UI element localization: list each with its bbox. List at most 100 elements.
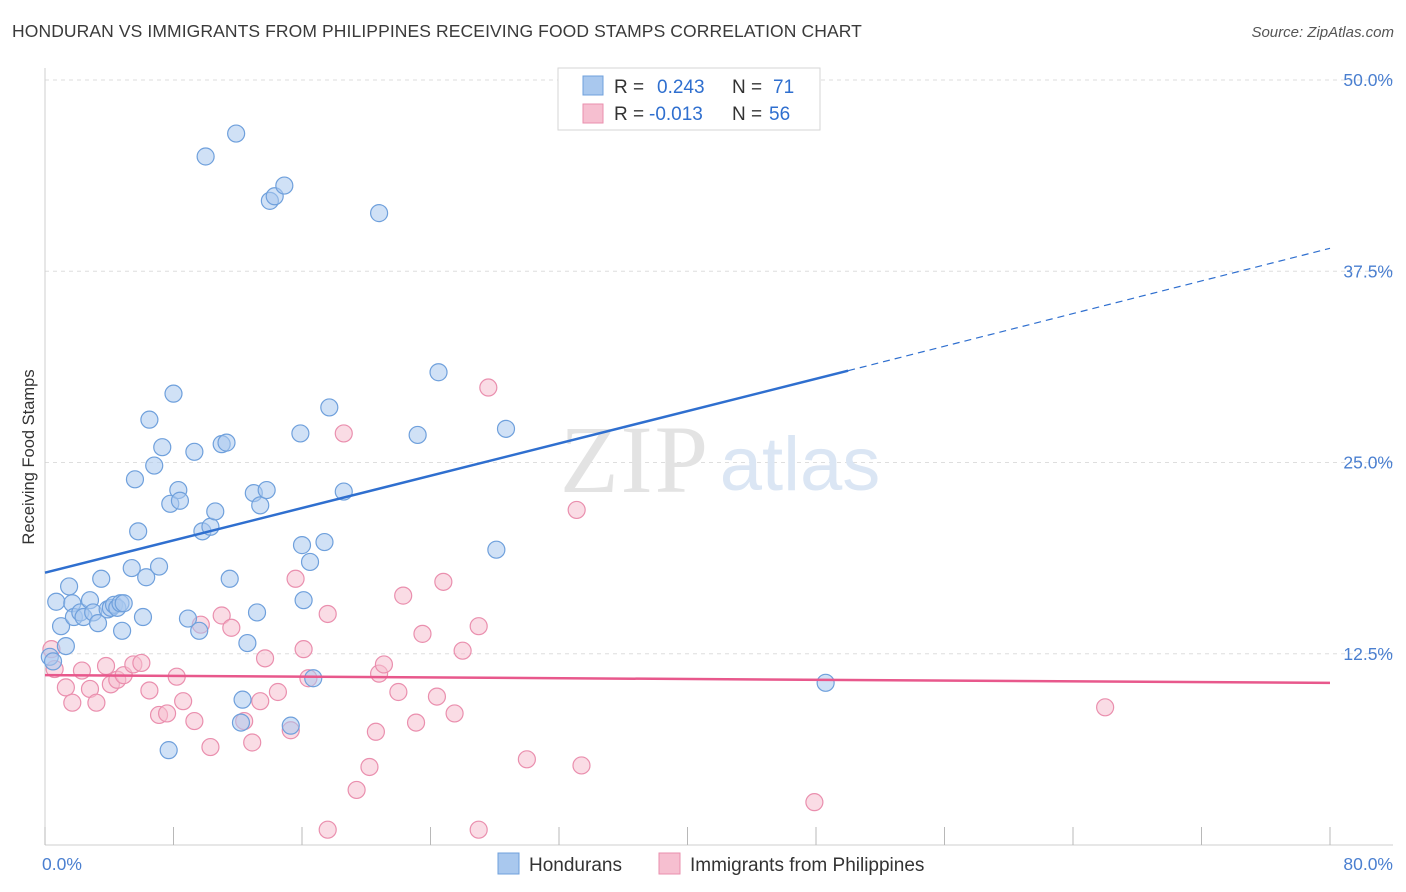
hondurans-point-45	[231, 713, 251, 732]
bottom-legend-label-philippines: Immigrants from Philippines	[690, 855, 924, 876]
philippines-point-39	[389, 682, 408, 702]
hondurans-point-12	[88, 614, 108, 633]
philippines-point-6	[87, 693, 106, 712]
philippines-trend-line	[44, 673, 1331, 685]
philippines-point-2	[56, 678, 75, 697]
philippines-point-13	[140, 681, 159, 700]
hondurans-point-20	[114, 594, 133, 613]
philippines-point-40	[394, 586, 413, 605]
x-tick-label-0: 0.0%	[42, 854, 82, 874]
philippines-point-49	[517, 750, 536, 769]
philippines-point-15	[157, 704, 177, 723]
hondurans-point-54	[275, 176, 294, 195]
philippines-point-45	[445, 704, 464, 723]
philippines-point-32	[318, 604, 337, 624]
hondurans-point-46	[233, 690, 252, 709]
philippines-point-17	[174, 692, 193, 711]
hondurans-point-31	[164, 384, 183, 403]
y-axis-title: Receiving Food Stamps	[20, 369, 38, 544]
hondurans-point-69	[816, 673, 835, 692]
bottom-legend: Hondurans Immigrants from Philippines	[497, 852, 924, 876]
x-tick-labels: 0.0% 80.0%	[42, 854, 1393, 874]
philippines-point-55	[469, 820, 488, 839]
hondurans-point-58	[294, 591, 313, 610]
legend-n-value-1: 71	[773, 77, 794, 98]
watermark-atlas: atlas	[720, 422, 881, 507]
hondurans-point-66	[429, 363, 448, 382]
hondurans-point-44	[227, 124, 246, 143]
hondurans-point-47	[238, 633, 257, 653]
watermark-zip: ZIP	[560, 406, 710, 513]
hondurans-point-40	[206, 502, 225, 521]
y-tick-label-1: 25.0%	[1343, 453, 1393, 473]
hondurans-point-51	[257, 480, 276, 500]
hondurans-point-64	[370, 204, 389, 223]
philippines-point-26	[255, 649, 275, 668]
philippines-point-50	[567, 500, 586, 520]
bottom-legend-swatch-philippines	[658, 852, 681, 875]
hondurans-point-36	[190, 621, 209, 640]
hondurans-point-21	[122, 558, 141, 578]
philippines-point-53	[1096, 698, 1115, 717]
philippines-point-47	[469, 617, 488, 636]
legend-r-value-2: -0.013	[649, 104, 703, 125]
hondurans-point-3	[51, 617, 71, 636]
philippines-point-35	[360, 757, 379, 777]
philippines-point-52	[805, 793, 824, 812]
philippines-point-54	[318, 820, 337, 839]
philippines-point-42	[413, 624, 432, 643]
legend-n-value-2: 56	[769, 104, 790, 125]
philippines-point-7	[96, 656, 116, 676]
philippines-point-34	[347, 780, 366, 800]
hondurans-point-26	[140, 410, 159, 429]
hondurans-point-60	[304, 669, 323, 688]
top-legend: R = 0.243 N = 71 R = -0.013 N = 56	[557, 67, 821, 131]
hondurans-point-56	[291, 424, 310, 443]
hondurans-point-68	[496, 419, 516, 438]
philippines-point-38	[374, 655, 394, 674]
y-tick-label-0: 12.5%	[1343, 644, 1393, 664]
hondurans-point-70	[159, 741, 178, 760]
philippines-point-3	[63, 693, 82, 712]
philippines-point-44	[434, 572, 453, 591]
philippines-point-27	[268, 682, 288, 702]
hondurans-point-19	[112, 621, 132, 640]
hondurans-trend-line	[44, 369, 849, 574]
hondurans-point-62	[320, 398, 339, 417]
axes	[44, 68, 1393, 846]
hondurans-point-29	[153, 438, 172, 457]
legend-swatch-hondurans	[582, 75, 604, 96]
hondurans-point-50	[251, 496, 270, 515]
hondurans-point-49	[247, 603, 267, 622]
legend-r-value-1: 0.243	[657, 77, 705, 98]
hondurans-point-34	[178, 609, 198, 628]
hondurans-point-25	[137, 568, 156, 587]
philippines-point-46	[453, 641, 472, 660]
series-hondurans-points	[40, 124, 835, 760]
philippines-point-30	[294, 640, 313, 659]
hondurans-point-59	[300, 552, 320, 572]
philippines-point-41	[406, 713, 426, 732]
hondurans-point-67	[487, 540, 506, 559]
legend-r-label-2: R =	[614, 104, 644, 125]
hondurans-point-2	[47, 592, 66, 611]
legend-swatch-philippines	[582, 103, 604, 124]
watermark: ZIP atlas	[560, 406, 880, 513]
hondurans-point-55	[281, 716, 300, 735]
hondurans-point-5	[59, 577, 79, 596]
hondurans-point-61	[315, 532, 334, 552]
hondurans-point-42	[217, 433, 236, 452]
hondurans-point-23	[129, 522, 148, 541]
philippines-point-25	[251, 692, 270, 711]
philippines-point-33	[334, 424, 353, 443]
philippines-point-51	[572, 756, 591, 775]
hondurans-point-24	[133, 607, 153, 627]
philippines-point-29	[286, 569, 305, 588]
hondurans-trend-extension	[847, 247, 1331, 372]
legend-n-label-2: N =	[732, 104, 762, 125]
philippines-point-22	[222, 618, 241, 637]
hondurans-point-1	[43, 652, 63, 671]
legend-n-label-1: N =	[732, 77, 762, 98]
source-credit: Source: ZipAtlas.com	[1251, 24, 1394, 41]
